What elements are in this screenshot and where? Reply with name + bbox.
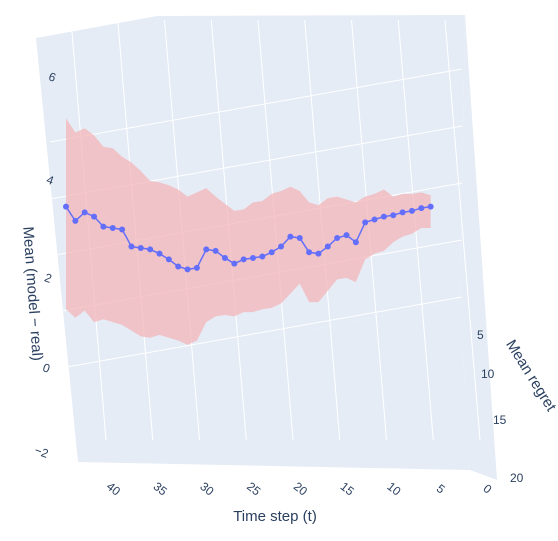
- x-axis-title: Time step (t): [233, 508, 317, 525]
- x-tick-label: 30: [197, 479, 216, 498]
- x-tick-label: 40: [104, 479, 123, 498]
- series-point[interactable]: [184, 266, 191, 273]
- y-tick-label: 15: [493, 413, 507, 427]
- z-tick-label: 6: [47, 69, 58, 85]
- series-point[interactable]: [343, 232, 350, 239]
- series-point[interactable]: [240, 256, 247, 263]
- series-point[interactable]: [128, 243, 135, 250]
- series-point[interactable]: [278, 243, 285, 250]
- series-point[interactable]: [212, 247, 219, 254]
- z-tick-label: 2: [43, 270, 54, 286]
- series-line: [65, 205, 431, 271]
- series-point[interactable]: [250, 254, 256, 261]
- series-point[interactable]: [109, 225, 116, 232]
- y-tick-label: 5: [477, 328, 484, 342]
- series-point[interactable]: [100, 223, 107, 230]
- series-point[interactable]: [119, 226, 126, 233]
- series-point[interactable]: [306, 249, 313, 256]
- series-point[interactable]: [91, 213, 98, 220]
- z-gridline: [49, 296, 463, 371]
- series-point[interactable]: [81, 209, 88, 216]
- series-point[interactable]: [315, 250, 322, 257]
- y-tick-label: 20: [510, 471, 524, 485]
- series-point[interactable]: [137, 244, 144, 251]
- band-area: [66, 118, 431, 345]
- side-wall-pane: [460, 15, 497, 480]
- series-point[interactable]: [63, 203, 69, 210]
- x-tick-label: 10: [384, 479, 403, 498]
- y-tick-label: 10: [481, 367, 495, 381]
- confidence-band: [66, 118, 431, 345]
- series-point[interactable]: [362, 219, 369, 226]
- series-point[interactable]: [156, 250, 163, 257]
- x-tick-label: 25: [244, 479, 263, 498]
- series-point[interactable]: [175, 263, 182, 270]
- series-point[interactable]: [147, 246, 154, 253]
- z-tick-label: 0: [41, 360, 52, 376]
- x-tick-label: 20: [291, 479, 310, 498]
- x-tick-label: 35: [151, 479, 170, 498]
- series-point[interactable]: [324, 243, 331, 250]
- series-point[interactable]: [427, 203, 434, 210]
- series-point[interactable]: [72, 217, 79, 224]
- series-point[interactable]: [259, 253, 266, 260]
- series-point[interactable]: [165, 256, 172, 263]
- z-tick-label: −2: [33, 443, 51, 461]
- series-point[interactable]: [399, 209, 406, 216]
- series-point[interactable]: [408, 207, 415, 214]
- series-point[interactable]: [268, 249, 275, 256]
- series-point[interactable]: [390, 212, 397, 219]
- series-point[interactable]: [418, 205, 425, 212]
- series-point[interactable]: [380, 213, 387, 220]
- series-point[interactable]: [231, 260, 238, 267]
- y-axis-title: Mean regret: [502, 337, 558, 415]
- series-point[interactable]: [193, 264, 200, 271]
- series-point[interactable]: [352, 239, 359, 246]
- series-point[interactable]: [203, 246, 210, 253]
- x-gridline: [444, 19, 481, 441]
- x-tick-label: 15: [338, 479, 357, 498]
- series-point[interactable]: [334, 235, 341, 241]
- tick-labels: 0 5 10 15 20 25 30 35 40 5 10 15 20 −2 0 2 4 6: [33, 69, 524, 498]
- floor-pane: [78, 300, 470, 470]
- series-point[interactable]: [296, 235, 303, 241]
- z-axis-title: Mean (model − real): [19, 226, 45, 362]
- z-tick-label: 4: [45, 172, 56, 188]
- series-point[interactable]: [371, 216, 378, 223]
- mean-series: [63, 203, 434, 273]
- series-point[interactable]: [287, 233, 294, 240]
- x-tick-label: 0: [481, 481, 495, 496]
- series-point[interactable]: [221, 254, 228, 261]
- x-tick-label: 5: [434, 481, 448, 496]
- z-gridline: [49, 68, 463, 143]
